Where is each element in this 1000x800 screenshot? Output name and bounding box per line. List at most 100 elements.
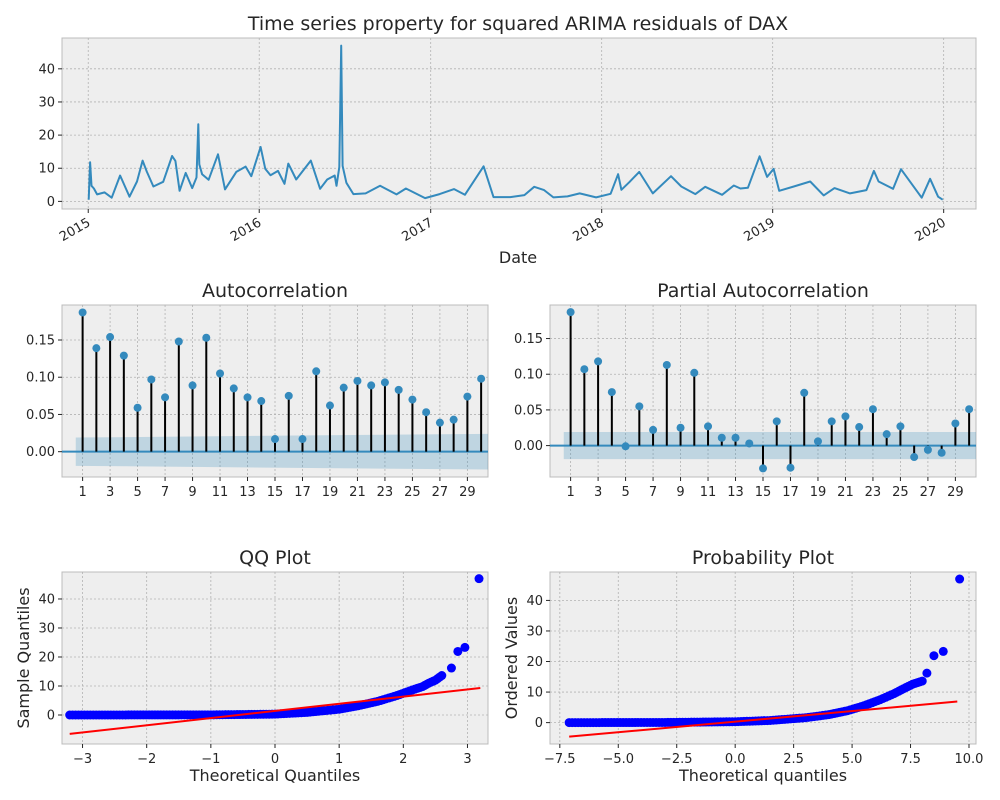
acf-ytick-label: 0.00 — [26, 445, 55, 460]
pacf-marker — [566, 308, 575, 317]
pacf-marker — [841, 412, 850, 421]
acf-xtick-label: 21 — [349, 485, 366, 500]
acf-xtick-label: 27 — [432, 485, 449, 500]
acf-marker — [298, 435, 307, 444]
qq-xtick-label: −3 — [73, 752, 92, 767]
timeseries-ytick-label: 10 — [38, 162, 55, 177]
qq-point — [453, 646, 463, 656]
probplot-point — [938, 646, 948, 656]
acf-marker — [394, 385, 403, 394]
probplot-xtick-label: 0.0 — [725, 752, 746, 767]
probplot-point — [922, 668, 932, 678]
probplot-panel: Probability Plot 0 10 20 30 40 −7.5 −5.0 −2.5 0.… — [502, 547, 983, 785]
pacf-marker — [731, 433, 740, 442]
timeseries-xtick-label: 2015 — [57, 215, 93, 245]
probplot-reference-line — [569, 700, 958, 738]
qq-point — [437, 671, 447, 681]
timeseries-xtick-label: 2016 — [228, 215, 264, 245]
acf-marker — [367, 381, 376, 390]
pacf-marker — [868, 405, 877, 414]
pacf-xtick-label: 1 — [566, 485, 574, 500]
acf-xtick-label: 19 — [322, 485, 339, 500]
qq-title: QQ Plot — [239, 547, 311, 569]
pacf-layer: 0.000.050.100.151 3 5 7 9 11 13 15 17 19 21 23 25 27 2… — [514, 305, 976, 500]
acf-marker — [408, 395, 417, 404]
acf-xtick-label: 17 — [294, 485, 311, 500]
acf-marker — [422, 408, 431, 417]
timeseries-ytick-label: 0 — [47, 195, 55, 210]
pacf-xtick-label: 19 — [810, 485, 827, 500]
probplot-point — [917, 676, 927, 686]
timeseries-ytick-label: 30 — [38, 95, 55, 110]
pacf-xtick-label: 9 — [676, 485, 684, 500]
qq-xtick-label: 3 — [463, 752, 471, 767]
acf-xtick-label: 1 — [78, 485, 86, 500]
acf-xtick-label: 29 — [459, 485, 476, 500]
acf-marker — [449, 415, 458, 424]
qq-point — [446, 663, 456, 673]
probplot-xtick-label: 10.0 — [955, 752, 984, 767]
pacf-ytick-label: 0.10 — [514, 368, 543, 383]
acf-marker — [435, 418, 444, 427]
probplot-ytick-label: 20 — [526, 655, 543, 670]
pacf-marker — [759, 464, 767, 473]
acf-marker — [380, 378, 389, 387]
probplot-title: Probability Plot — [692, 547, 834, 569]
pacf-xtick-label: 25 — [892, 485, 909, 500]
qq-reference-line — [69, 687, 481, 735]
pacf-marker — [923, 445, 932, 454]
timeseries-xtick-label: 2018 — [571, 215, 607, 245]
acf-title: Autocorrelation — [202, 280, 348, 302]
acf-marker — [463, 392, 472, 401]
pacf-marker — [827, 417, 836, 426]
qq-point — [474, 574, 484, 584]
qq-ytick-label: 40 — [38, 592, 55, 607]
pacf-marker — [855, 423, 864, 432]
pacf-xtick-label: 5 — [621, 485, 629, 500]
acf-marker — [92, 344, 101, 353]
pacf-xtick-label: 3 — [594, 485, 602, 500]
timeseries-panel: Time series property for squared ARIMA r… — [38, 13, 977, 267]
acf-marker — [353, 376, 362, 385]
pacf-marker — [965, 405, 974, 414]
acf-marker — [284, 391, 293, 400]
acf-marker — [325, 401, 334, 410]
acf-marker — [243, 393, 252, 402]
timeseries-xtick-label: 2019 — [742, 215, 778, 245]
probplot-ytick-label: 30 — [526, 624, 543, 639]
pacf-xtick-label: 21 — [837, 485, 854, 500]
timeseries-ytick-label: 40 — [38, 62, 55, 77]
qq-ytick-label: 20 — [38, 650, 55, 665]
pacf-marker — [676, 423, 685, 432]
timeseries-ytick-label: 20 — [38, 129, 55, 144]
pacf-ytick-label: 0.15 — [514, 332, 543, 347]
acf-xtick-label: 25 — [404, 485, 421, 500]
acf-marker — [174, 337, 183, 346]
probplot-point — [955, 574, 965, 584]
acf-marker — [119, 351, 128, 360]
acf-marker — [202, 333, 211, 342]
pacf-panel: Partial Autocorrelation 0.00 0.05 0.10 0.15… — [514, 280, 977, 500]
pacf-marker — [745, 439, 754, 448]
timeseries-xlabel: Date — [499, 248, 537, 267]
qq-panel: QQ Plot 0 10 20 30 40 −3 −2 −1 0 1 2 3 Theoretical … — [14, 547, 489, 785]
pacf-marker — [800, 388, 809, 397]
acf-ytick-label: 0.05 — [26, 408, 55, 423]
acf-marker — [229, 384, 238, 393]
probplot-xtick-label: 2.5 — [783, 752, 804, 767]
pacf-xtick-label: 29 — [947, 485, 964, 500]
pacf-marker — [704, 422, 713, 431]
acf-xtick-label: 13 — [239, 485, 256, 500]
qq-xtick-label: 2 — [399, 752, 407, 767]
acf-xtick-label: 9 — [188, 485, 196, 500]
pacf-marker — [649, 425, 658, 434]
acf-ytick-label: 0.10 — [26, 371, 55, 386]
probplot-point — [929, 651, 939, 661]
probplot-ytick-label: 0 — [535, 716, 543, 731]
pacf-marker — [937, 448, 946, 457]
pacf-marker — [662, 360, 671, 369]
pacf-title: Partial Autocorrelation — [657, 280, 869, 302]
probplot-ylabel: Ordered Values — [502, 597, 521, 719]
pacf-xtick-label: 7 — [649, 485, 657, 500]
